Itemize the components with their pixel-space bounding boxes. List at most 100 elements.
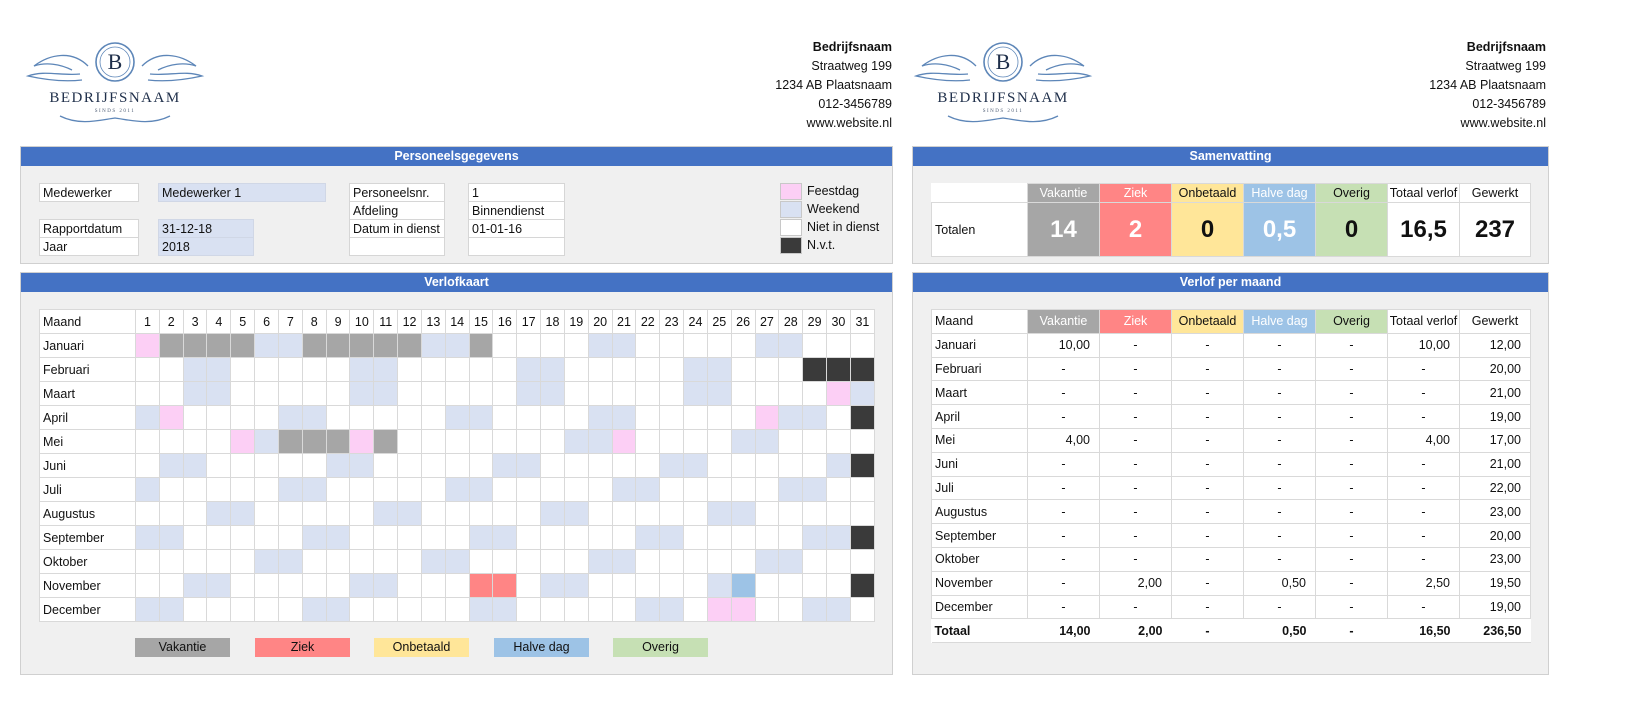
calendar-day-cell[interactable] xyxy=(254,333,279,358)
calendar-day-cell[interactable] xyxy=(659,501,685,526)
calendar-day-cell[interactable] xyxy=(349,405,375,430)
calendar-day-cell[interactable] xyxy=(397,549,422,574)
calendar-day-cell[interactable] xyxy=(516,501,542,526)
calendar-day-cell[interactable] xyxy=(444,453,470,478)
year-field[interactable]: 2018 xyxy=(158,237,254,256)
calendar-day-cell[interactable] xyxy=(444,501,470,526)
calendar-day-cell[interactable] xyxy=(301,333,327,358)
calendar-day-cell[interactable] xyxy=(706,597,732,622)
calendar-day-cell[interactable] xyxy=(563,429,589,454)
calendar-day-cell[interactable] xyxy=(301,597,327,622)
calendar-day-cell[interactable] xyxy=(635,477,661,502)
calendar-day-cell[interactable] xyxy=(683,525,708,550)
calendar-day-cell[interactable] xyxy=(635,405,661,430)
unpaid-legend[interactable]: Onbetaald xyxy=(374,638,469,657)
calendar-day-cell[interactable] xyxy=(778,381,804,406)
calendar-day-cell[interactable] xyxy=(444,597,470,622)
calendar-day-cell[interactable] xyxy=(706,381,732,406)
calendar-day-cell[interactable] xyxy=(254,429,279,454)
calendar-day-cell[interactable] xyxy=(802,333,828,358)
calendar-day-cell[interactable] xyxy=(373,597,399,622)
calendar-day-cell[interactable] xyxy=(683,405,708,430)
calendar-day-cell[interactable] xyxy=(325,381,351,406)
calendar-day-cell[interactable] xyxy=(563,573,589,598)
calendar-day-cell[interactable] xyxy=(516,525,542,550)
calendar-day-cell[interactable] xyxy=(754,525,780,550)
blank-field[interactable] xyxy=(468,237,565,256)
calendar-day-cell[interactable] xyxy=(706,429,732,454)
calendar-day-cell[interactable] xyxy=(397,357,422,382)
calendar-day-cell[interactable] xyxy=(254,573,279,598)
calendar-day-cell[interactable] xyxy=(420,597,446,622)
calendar-day-cell[interactable] xyxy=(230,525,256,550)
calendar-day-cell[interactable] xyxy=(158,477,184,502)
calendar-day-cell[interactable] xyxy=(206,333,232,358)
calendar-day-cell[interactable] xyxy=(849,525,876,550)
calendar-day-cell[interactable] xyxy=(826,525,851,550)
calendar-day-cell[interactable] xyxy=(206,453,232,478)
calendar-day-cell[interactable] xyxy=(540,597,565,622)
calendar-day-cell[interactable] xyxy=(683,333,708,358)
calendar-day-cell[interactable] xyxy=(468,333,494,358)
calendar-day-cell[interactable] xyxy=(516,381,542,406)
calendar-day-cell[interactable] xyxy=(135,429,160,454)
calendar-day-cell[interactable] xyxy=(659,357,685,382)
calendar-day-cell[interactable] xyxy=(277,597,303,622)
calendar-day-cell[interactable] xyxy=(540,405,565,430)
calendar-day-cell[interactable] xyxy=(659,525,685,550)
calendar-day-cell[interactable] xyxy=(540,429,565,454)
calendar-day-cell[interactable] xyxy=(516,477,542,502)
calendar-day-cell[interactable] xyxy=(206,549,232,574)
calendar-day-cell[interactable] xyxy=(277,381,303,406)
calendar-day-cell[interactable] xyxy=(277,525,303,550)
calendar-day-cell[interactable] xyxy=(325,477,351,502)
calendar-day-cell[interactable] xyxy=(540,549,565,574)
calendar-day-cell[interactable] xyxy=(277,357,303,382)
calendar-day-cell[interactable] xyxy=(683,357,708,382)
calendar-day-cell[interactable] xyxy=(635,525,661,550)
calendar-day-cell[interactable] xyxy=(730,597,756,622)
calendar-day-cell[interactable] xyxy=(206,477,232,502)
calendar-day-cell[interactable] xyxy=(206,573,232,598)
calendar-day-cell[interactable] xyxy=(778,573,804,598)
calendar-day-cell[interactable] xyxy=(158,381,184,406)
calendar-day-cell[interactable] xyxy=(706,453,732,478)
calendar-day-cell[interactable] xyxy=(659,429,685,454)
calendar-day-cell[interactable] xyxy=(611,573,637,598)
calendar-day-cell[interactable] xyxy=(802,429,828,454)
calendar-day-cell[interactable] xyxy=(277,477,303,502)
calendar-day-cell[interactable] xyxy=(301,525,327,550)
calendar-day-cell[interactable] xyxy=(802,381,828,406)
calendar-day-cell[interactable] xyxy=(444,429,470,454)
calendar-day-cell[interactable] xyxy=(754,573,780,598)
calendar-day-cell[interactable] xyxy=(182,333,208,358)
calendar-day-cell[interactable] xyxy=(826,381,851,406)
calendar-day-cell[interactable] xyxy=(206,405,232,430)
calendar-day-cell[interactable] xyxy=(349,477,375,502)
calendar-day-cell[interactable] xyxy=(135,381,160,406)
calendar-day-cell[interactable] xyxy=(826,357,851,382)
calendar-day-cell[interactable] xyxy=(540,525,565,550)
sick-legend[interactable]: Ziek xyxy=(255,638,350,657)
calendar-day-cell[interactable] xyxy=(778,429,804,454)
calendar-day-cell[interactable] xyxy=(182,501,208,526)
calendar-day-cell[interactable] xyxy=(230,357,256,382)
calendar-day-cell[interactable] xyxy=(468,405,494,430)
calendar-day-cell[interactable] xyxy=(635,333,661,358)
calendar-day-cell[interactable] xyxy=(849,549,876,574)
calendar-day-cell[interactable] xyxy=(468,357,494,382)
calendar-day-cell[interactable] xyxy=(230,381,256,406)
calendar-day-cell[interactable] xyxy=(516,453,542,478)
calendar-day-cell[interactable] xyxy=(754,381,780,406)
calendar-day-cell[interactable] xyxy=(158,549,184,574)
calendar-day-cell[interactable] xyxy=(849,573,876,598)
calendar-day-cell[interactable] xyxy=(325,501,351,526)
calendar-day-cell[interactable] xyxy=(301,357,327,382)
calendar-day-cell[interactable] xyxy=(182,573,208,598)
report-date-field[interactable]: 31-12-18 xyxy=(158,219,254,238)
calendar-day-cell[interactable] xyxy=(706,477,732,502)
calendar-day-cell[interactable] xyxy=(349,333,375,358)
calendar-day-cell[interactable] xyxy=(587,573,613,598)
calendar-day-cell[interactable] xyxy=(778,333,804,358)
calendar-day-cell[interactable] xyxy=(778,525,804,550)
